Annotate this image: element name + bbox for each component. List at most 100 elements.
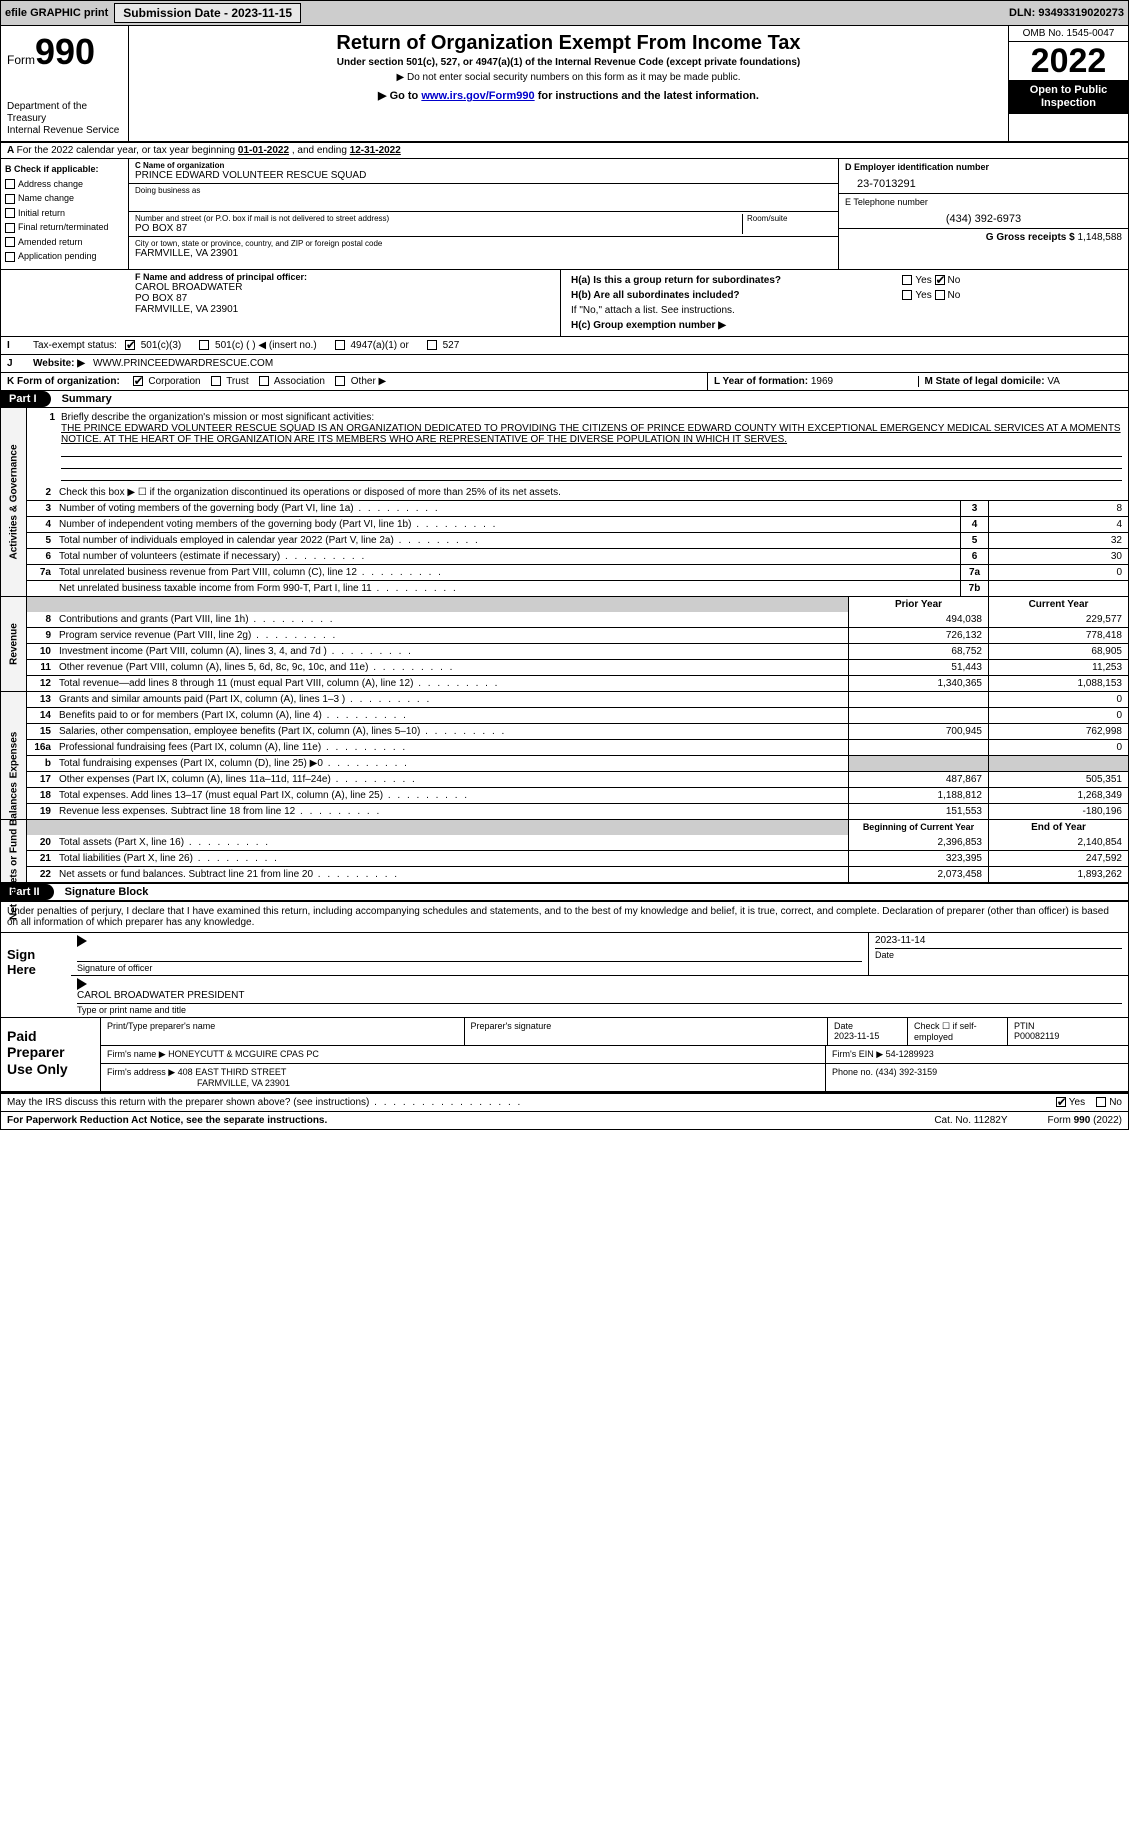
checkbox-icon[interactable] [5,179,15,189]
line-desc: Grants and similar amounts paid (Part IX… [55,692,848,707]
table-row: 12Total revenue—add lines 8 through 11 (… [27,675,1128,691]
line-num: 22 [27,867,55,882]
checkbox-icon[interactable] [5,194,15,204]
line-boxnum: 4 [960,517,988,532]
checkbox-icon[interactable] [5,223,15,233]
line-value: 30 [988,549,1128,564]
no-label: No [948,275,961,286]
checkbox-icon[interactable] [427,340,437,350]
checkbox-icon[interactable] [5,237,15,247]
prep-date-cell: Date 2023-11-15 [828,1018,908,1045]
line-desc: Total number of volunteers (estimate if … [55,549,960,564]
firm-phone-cell: Phone no. (434) 392-3159 [826,1064,1128,1091]
firm-ein-cell: Firm's EIN ▶ 54-1289923 [826,1046,1128,1063]
officer-signature-cell: Signature of officer [71,933,868,975]
checkbox-icon[interactable] [199,340,209,350]
tax-year: 2022 [1009,42,1128,80]
checkbox-icon[interactable] [259,376,269,386]
checkbox-icon[interactable] [211,376,221,386]
irs-link[interactable]: www.irs.gov/Form990 [421,90,534,102]
prior-year-value: 700,945 [848,724,988,739]
current-year-value: 0 [988,692,1128,707]
line-desc: Total fundraising expenses (Part IX, col… [55,756,848,771]
sign-date-label: Date [875,948,1122,960]
officer-label: F Name and address of principal officer: [135,272,554,282]
firm-phone-label: Phone no. [832,1067,873,1077]
sign-here-block: Sign Here Signature of officer 2023-11-1… [1,932,1128,1018]
table-row: 7aTotal unrelated business revenue from … [27,564,1128,580]
line-desc: Net assets or fund balances. Subtract li… [55,867,848,882]
firm-addr-line1: 408 EAST THIRD STREET [178,1067,287,1077]
checkbox-icon[interactable] [125,340,135,350]
line-boxnum: 3 [960,501,988,516]
blank-line [61,445,1122,457]
website-value: WWW.PRINCEEDWARDRESCUE.COM [93,358,273,369]
part1-title: Summary [62,393,112,405]
tax-status-option: 4947(a)(1) or [335,340,409,351]
current-year-value: 1,268,349 [988,788,1128,803]
blank-line [61,469,1122,481]
tax-status-option: 501(c)(3) [125,340,181,351]
omb-number: OMB No. 1545-0047 [1009,26,1128,42]
line-num: 16a [27,740,55,755]
checkbox-icon[interactable] [5,252,15,262]
firm-ein-value: 54-1289923 [886,1049,934,1059]
part1-header-row: Part I Summary [1,391,1128,408]
line-desc: Revenue less expenses. Subtract line 18 … [55,804,848,819]
current-year-value: 0 [988,740,1128,755]
checkbox-icon[interactable] [335,376,345,386]
table-row: 8Contributions and grants (Part VIII, li… [27,612,1128,627]
table-row: 20Total assets (Part X, line 16)2,396,85… [27,835,1128,850]
current-year-value: 11,253 [988,660,1128,675]
form-title: Return of Organization Exempt From Incom… [137,32,1000,55]
netassets-section: Net Assets or Fund Balances Beginning of… [1,820,1128,883]
current-year-value: -180,196 [988,804,1128,819]
firm-ein-label: Firm's EIN ▶ [832,1049,883,1059]
checkbox-icon[interactable] [935,275,945,285]
form-footer-id: Form 990 (2022) [1048,1115,1122,1126]
line-desc: Other revenue (Part VIII, column (A), li… [55,660,848,675]
ptin-value: P00082119 [1014,1031,1122,1041]
prior-year-hdr: Prior Year [848,597,988,612]
table-row: 10Investment income (Part VIII, column (… [27,643,1128,659]
box-b-item: Application pending [5,250,124,264]
checkbox-icon[interactable] [335,340,345,350]
prep-date-value: 2023-11-15 [834,1031,901,1041]
checkbox-icon[interactable] [1096,1097,1106,1107]
governance-tab: Activities & Governance [1,408,27,596]
sign-date-cell: 2023-11-14 Date [868,933,1128,975]
checkbox-icon[interactable] [935,290,945,300]
table-row: 13Grants and similar amounts paid (Part … [27,692,1128,707]
hb-note: If "No," attach a list. See instructions… [569,304,1120,317]
paid-preparer-label: Paid Preparer Use Only [1,1018,101,1091]
table-row: 16aProfessional fundraising fees (Part I… [27,739,1128,755]
yes-label: Yes [915,275,931,286]
line-desc: Number of independent voting members of … [55,517,960,532]
period-begin: 01-01-2022 [238,145,289,156]
ptin-label: PTIN [1014,1021,1122,1031]
officer-name-cell: CAROL BROADWATER PRESIDENT Type or print… [71,976,1128,1017]
checkbox-icon[interactable] [5,208,15,218]
form-num-footer: 990 [1074,1115,1091,1126]
line-boxnum: 5 [960,533,988,548]
current-year-value: 0 [988,708,1128,723]
checkbox-icon[interactable] [1056,1097,1066,1107]
governance-tab-label: Activities & Governance [8,444,19,559]
no-label: No [1109,1097,1122,1108]
table-row: 22Net assets or fund balances. Subtract … [27,866,1128,882]
paid-preparer-block: Paid Preparer Use Only Print/Type prepar… [1,1018,1128,1093]
goto-prefix: ▶ Go to [378,90,421,102]
submission-date-button[interactable]: Submission Date - 2023-11-15 [114,3,301,23]
checkbox-icon[interactable] [902,275,912,285]
revenue-header-row: Prior Year Current Year [27,597,1128,612]
table-row: Net unrelated business taxable income fr… [27,580,1128,596]
table-row: 17Other expenses (Part IX, column (A), l… [27,771,1128,787]
ptin-cell: PTIN P00082119 [1008,1018,1128,1045]
checkbox-icon[interactable] [133,376,143,386]
sign-date: 2023-11-14 [875,935,1122,946]
line-1-num: 1 [33,412,55,423]
officer-group-row: F Name and address of principal officer:… [1,270,1128,337]
table-row: 19Revenue less expenses. Subtract line 1… [27,803,1128,819]
checkbox-icon[interactable] [902,290,912,300]
table-row: 6Total number of volunteers (estimate if… [27,548,1128,564]
